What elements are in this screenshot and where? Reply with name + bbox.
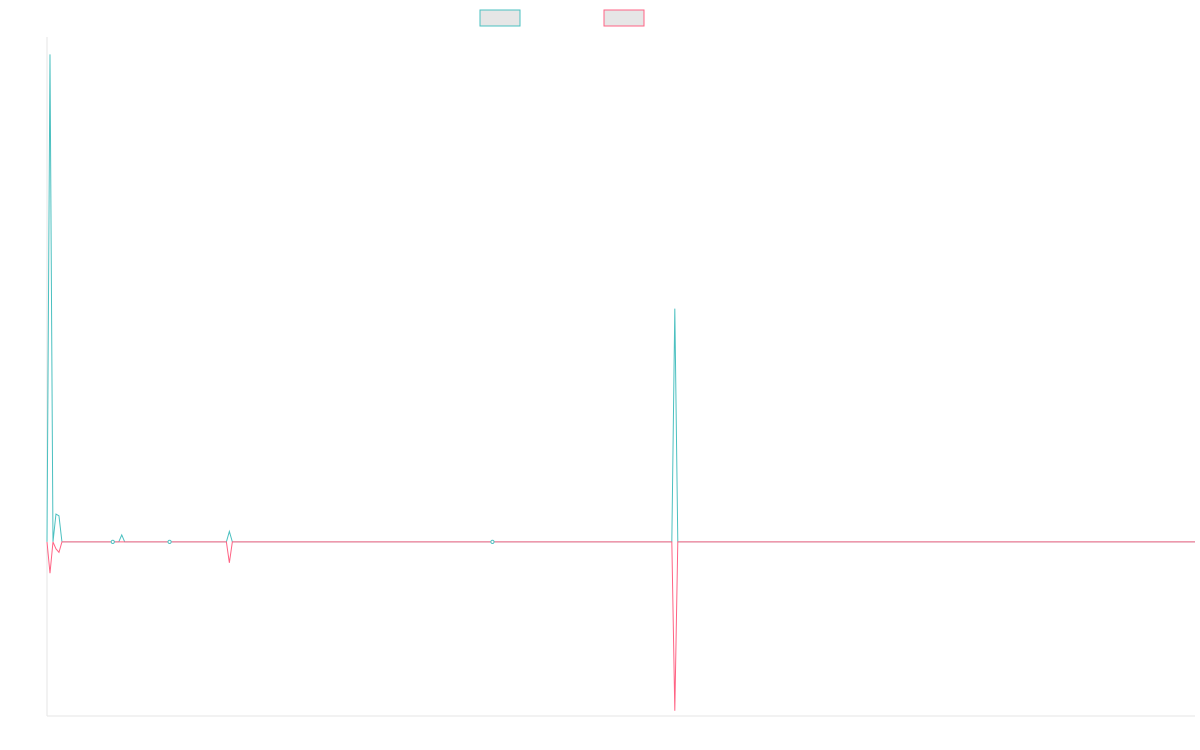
plot-area — [46, 54, 1195, 711]
series-line-2 — [46, 541, 1195, 711]
axes — [46, 37, 1195, 717]
series-line-1 — [46, 54, 1195, 543]
legend[interactable] — [479, 9, 645, 27]
data-point-marker-2 — [167, 539, 172, 544]
data-point-marker-3 — [490, 539, 495, 544]
legend-swatch-series-1[interactable] — [479, 9, 521, 27]
legend-swatch-series-2[interactable] — [603, 9, 645, 27]
data-point-marker-1 — [110, 539, 115, 544]
